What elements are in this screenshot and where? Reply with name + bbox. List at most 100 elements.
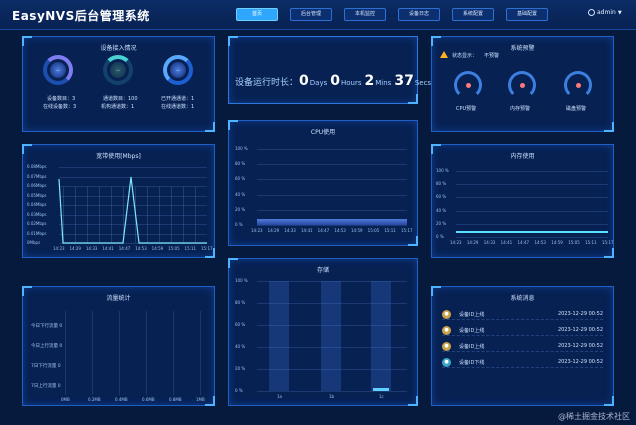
x-tick-label: 1c [379,394,384,399]
list-item[interactable]: ● 设备ID上线 2023-12-29 00:52 [442,325,603,336]
grid-line [59,205,207,206]
user-menu[interactable]: admin ▼ [588,9,622,16]
nav-device-log[interactable]: 设备日志 [398,8,440,21]
ring-center: --- [50,62,66,78]
grid-line [257,179,407,181]
grid-line [257,164,407,166]
x-tick-label: 14:33 [284,228,296,233]
org-channel-count: 机构通道数：1 [101,104,135,110]
nav-home[interactable]: 首页 [236,8,278,21]
runtime-mins-unit: Mins [375,79,392,87]
x-tick-label: 14:53 [334,228,346,233]
y-tick-label: 0Mbps [27,240,41,245]
device-ring: --- [43,55,73,85]
grid-line [257,347,407,348]
runtime-secs: 37 [394,73,414,89]
message-time: 2023-12-29 00:52 [557,343,603,349]
message-text: 设备ID上线 [459,311,485,318]
y-tick-label: 0 % [235,388,243,393]
x-tick-label: 0MB [61,397,70,402]
memory-gauge [508,71,536,99]
device-status-icon: ● [442,341,451,351]
x-tick-label: 15:17 [602,240,614,245]
bandwidth-bar [183,187,184,243]
runtime-days-unit: Days [309,79,328,87]
x-tick-label: 15:05 [568,240,580,245]
bandwidth-bar [195,187,196,243]
bandwidth-bar [147,187,148,243]
x-tick-label: 14:23 [53,246,65,251]
x-tick-label: 15:17 [401,228,413,233]
bandwidth-bar [75,187,76,243]
user-name: admin [597,9,616,16]
x-tick-label: 15:11 [184,246,197,251]
x-tick-label: 14:53 [534,240,546,245]
ring-center: --- [110,62,126,78]
grid-line [59,176,207,178]
grid-line [257,325,407,326]
gauge-needle-icon [520,83,525,88]
app-title: EasyNVS后台管理系统 [12,9,150,23]
memory-gauge-label: 内存预警 [510,106,531,112]
bandwidth-bar [63,187,64,243]
x-tick-label: 1a [277,394,282,399]
x-tick-label: 14:41 [102,246,114,251]
bandwidth-series [58,176,207,244]
storage-bar [269,281,289,391]
y-tick-label: 0 % [235,222,243,227]
device-status-icon: ● [442,325,451,335]
x-tick-label: 15:05 [367,228,380,233]
storage-bar [321,281,341,391]
x-tick-label: 14:41 [301,228,313,233]
warning-icon [440,51,448,58]
grid-line [456,237,608,238]
grid-line [257,225,407,226]
bandwidth-line [58,176,207,244]
message-time: 2023-12-29 00:52 [557,327,603,333]
bandwidth-bar [99,187,100,243]
panel-title: 系统消息 [510,295,535,302]
panel-title: 流量统计 [106,295,131,302]
device-status-icon: ● [442,309,451,319]
grid-line [65,311,66,395]
traffic-row-label: 7日下行流量 0 [31,364,61,369]
device-access-panel: 设备接入情况 --- --- --- 设备数目：3 在线设备数：3 通道数目：1… [22,36,215,132]
panel-title: 系统预警 [510,45,535,52]
grid-line [59,167,207,168]
y-tick-label: 60 % [235,176,246,182]
panel-title: 内存使用 [510,153,535,160]
y-tick-label: 20 % [235,206,246,212]
x-tick-label: 14:33 [483,240,496,245]
grid-line [59,224,207,225]
x-tick-label: 14:53 [135,246,147,251]
x-tick-label: 0.6MB [142,397,155,402]
runtime-days: 0 [299,73,309,89]
opened-channel-count: 已开通通道：1 [161,96,195,102]
x-tick-label: 14:59 [151,246,164,251]
traffic-row-label: 7日上行流量 0 [31,384,61,389]
bandwidth-bar [87,187,88,243]
ring-center: --- [170,62,186,78]
nav-monitor[interactable]: 本机监控 [344,8,386,21]
nav-basic-config[interactable]: 基础配置 [506,8,548,21]
list-item[interactable]: ● 设备ID上线 2023-12-29 00:52 [442,341,603,352]
list-item[interactable]: ● 设备ID上线 2023-12-29 00:52 [442,309,603,320]
grid-line [257,303,407,304]
nav-system-config[interactable]: 系统配置 [452,8,494,21]
message-time: 2023-12-29 00:52 [557,311,603,317]
y-tick-label: 40 % [235,344,246,349]
bandwidth-bar [159,187,160,243]
grid-line [173,311,174,395]
gauge-needle-icon [576,83,581,88]
nav-admin[interactable]: 后台管理 [290,8,332,21]
x-tick-label: 0.4MB [115,397,128,402]
grid-line [257,149,407,150]
grid-line [119,311,120,395]
y-tick-label: 0.02Mbps [27,221,47,226]
panel-title: 设备接入情况 [100,45,137,52]
list-item[interactable]: ● 设备ID下线 2023-12-29 00:52 [442,357,603,368]
y-tick-label: 80 % [436,181,447,187]
x-tick-label: 15:11 [585,240,597,245]
runtime-display: 设备运行时长： 0 Days 0 Hours 2 Mins 37 Secs [235,73,433,89]
traffic-panel: 流量统计 今日下行流量 0 今日上行流量 0 7日下行流量 0 7日上行流量 0 0MB… [22,286,215,406]
